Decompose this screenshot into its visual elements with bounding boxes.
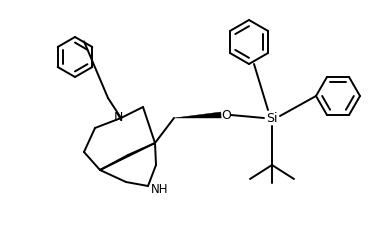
Text: Si: Si — [266, 112, 278, 124]
Polygon shape — [174, 112, 221, 118]
Text: N: N — [113, 111, 123, 123]
Text: NH: NH — [151, 182, 169, 196]
Text: O: O — [221, 109, 231, 122]
